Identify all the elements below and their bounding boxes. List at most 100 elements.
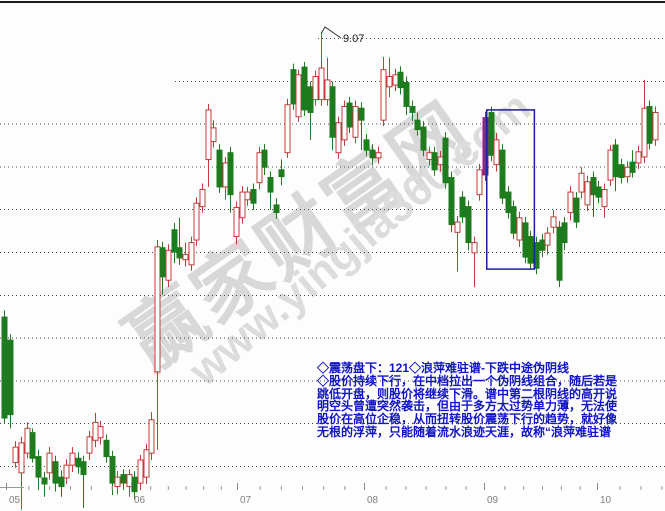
candle-body: [595, 186, 602, 198]
candle-body: [352, 105, 359, 138]
candle-body: [109, 456, 116, 484]
candle-body: [312, 76, 319, 101]
candle-body: [143, 449, 150, 478]
candle-body: [556, 226, 563, 281]
candle-body: [550, 216, 557, 228]
annotation-pointer-line: [321, 26, 342, 39]
candle-body: [607, 149, 614, 181]
candle-body: [80, 461, 87, 476]
candle-body: [380, 69, 387, 121]
candle-body: [392, 74, 399, 86]
candle-body: [205, 109, 212, 161]
candle-body: [386, 76, 393, 88]
candle-body: [12, 446, 19, 464]
candle-body: [641, 107, 648, 158]
candle-body: [69, 452, 76, 466]
candle-body: [437, 156, 444, 166]
candle-body: [1, 316, 8, 419]
description-line: 股价在高位企稳，从而扭转股价震荡下行的趋势，就好像: [317, 412, 618, 427]
candle-body: [590, 177, 597, 196]
candle-body: [154, 246, 161, 373]
candle-body: [544, 232, 551, 246]
candle-body: [567, 191, 574, 214]
candle-body: [448, 177, 455, 226]
candle-body: [210, 127, 217, 143]
candle-body: [539, 239, 546, 251]
candle-body: [522, 222, 529, 258]
axis-month-label: 09: [487, 495, 499, 506]
candle-body: [363, 139, 370, 151]
candle-body: [510, 206, 517, 234]
candle-body: [346, 102, 353, 128]
candle-body: [176, 247, 183, 259]
candle-body: [120, 474, 127, 484]
axis-month-label: 05: [9, 495, 21, 506]
candle-body: [131, 476, 138, 493]
candle-body: [222, 162, 229, 188]
description-line: 明空头曾遭突然袭击，但由于多方太过势单力薄，无法使: [317, 399, 618, 414]
candle-body: [250, 189, 257, 204]
candle-body: [165, 249, 172, 281]
candle-body: [573, 197, 580, 223]
candle-body: [420, 126, 427, 151]
candle-body: [375, 152, 382, 159]
candle-body: [516, 217, 523, 241]
candle-body: [52, 461, 59, 484]
candle-body: [341, 105, 348, 141]
candle-body: [273, 204, 280, 214]
candle-body: [239, 191, 246, 219]
candle-body: [318, 67, 325, 101]
candle-body: [97, 426, 104, 439]
candle-body: [335, 122, 342, 154]
candle-body: [24, 427, 31, 454]
candle-body: [159, 247, 166, 278]
candle-body: [646, 105, 653, 144]
candle-body: [442, 137, 449, 184]
candle-body: [488, 111, 495, 156]
pattern-highlight-box: [486, 109, 536, 270]
candle-body: [358, 107, 365, 121]
candle-body: [629, 161, 636, 173]
candle-body: [46, 452, 53, 474]
candle-body: [459, 196, 466, 218]
candle-body: [561, 222, 568, 244]
candle-body: [103, 439, 110, 458]
candle-body: [414, 119, 421, 131]
candle-body: [182, 254, 189, 261]
candle-body: [624, 166, 631, 178]
candle-body: [482, 117, 489, 176]
candle-body: [227, 152, 234, 196]
description-line: ◇股价持续下行，在中档拉出一个伪阴线组合，随后若是: [317, 373, 618, 388]
candle-body: [403, 82, 410, 107]
candle-body: [584, 181, 591, 206]
price-annotation-label: 9.07: [343, 33, 364, 45]
candle-body: [29, 432, 36, 459]
candle-body: [329, 86, 336, 138]
candle-body: [505, 191, 512, 214]
candle-body: [431, 152, 438, 171]
candle-body: [493, 139, 500, 166]
candle-body: [618, 164, 625, 179]
candle-body: [601, 189, 608, 208]
candle-body: [267, 177, 274, 193]
candle-body: [75, 457, 82, 468]
candle-body: [18, 442, 25, 474]
axis-month-label: 08: [367, 495, 379, 506]
candle-body: [635, 151, 642, 164]
candle-body: [426, 152, 433, 161]
candle-body: [527, 236, 534, 264]
candle-body: [148, 419, 155, 454]
candle-body: [7, 339, 14, 416]
axis-month-label: 06: [134, 495, 146, 506]
candle-body: [171, 229, 178, 253]
candle-body: [284, 104, 291, 154]
candle-body: [199, 189, 206, 208]
candle-body: [471, 242, 478, 254]
candle-body: [244, 191, 251, 201]
description-line: 跳低开盘，则股价将继续下滑。谱中第二根阴线的高开说: [317, 386, 618, 401]
candle-body: [233, 206, 240, 238]
candle-body: [499, 149, 506, 199]
candle-body: [35, 456, 42, 478]
